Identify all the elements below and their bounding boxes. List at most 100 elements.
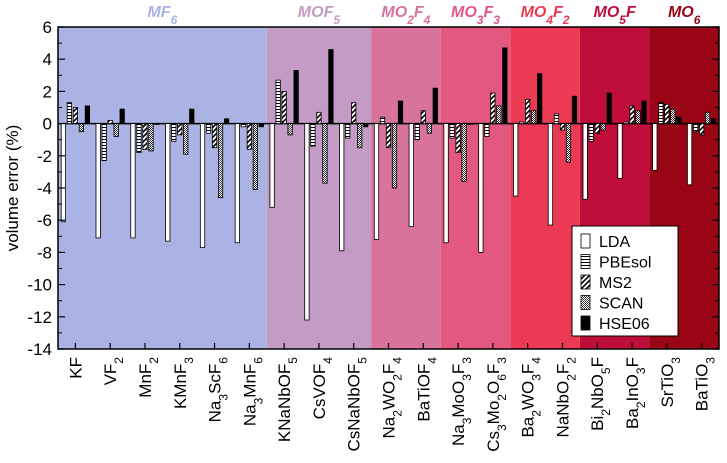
x-category-label: SrTiO3 <box>658 357 683 408</box>
bar-hse06-srtio3 <box>676 116 682 125</box>
bar-ms2-bi2nbo5f <box>594 123 600 134</box>
bar-scan-ba2ino3f <box>635 110 641 125</box>
group-band-4 <box>510 27 580 349</box>
bar-pbesol-knanbof5 <box>275 79 281 124</box>
group-label-6: MO6 <box>668 4 701 27</box>
x-category-label: Na3ScF6 <box>206 357 231 423</box>
bar-pbesol-csvof4 <box>310 123 316 147</box>
legend-label-pbesol: PBEsol <box>599 255 651 272</box>
bar-hse06-na3scf6 <box>223 118 230 124</box>
bar-hse06-bi2nbo5f <box>606 92 612 125</box>
group-band-3 <box>440 27 511 349</box>
legend-swatch-pbesol <box>580 254 591 269</box>
bar-ms2-nanbo2f2 <box>559 123 566 131</box>
legend-swatch-ms2 <box>580 274 591 290</box>
group-label-4: MO4F2 <box>521 4 570 27</box>
x-category-label: VF2 <box>101 357 126 386</box>
bar-scan-kf <box>78 123 84 133</box>
bar-hse06-ba2wo3f4 <box>537 73 543 125</box>
group-label-1: MOF5 <box>298 4 341 27</box>
bar-hse06-knanbof5 <box>293 70 299 125</box>
x-category-label: Na2WO2F4 <box>380 357 405 439</box>
group-label-3: MO3F3 <box>451 4 500 27</box>
group-label-2: MO2F4 <box>381 4 430 27</box>
bar-scan-vf2 <box>113 123 119 137</box>
bar-pbesol-na3scf6 <box>205 123 212 134</box>
bar-scan-cs3mo2o6f3 <box>496 105 502 124</box>
bar-pbesol-srtio3 <box>658 102 664 124</box>
bar-lda-srtio3 <box>652 123 658 171</box>
bar-lda-csvof4 <box>304 123 310 321</box>
bar-lda-kmnf3 <box>165 123 171 242</box>
group-band-2 <box>371 27 441 349</box>
bar-ms2-kf <box>72 107 78 125</box>
x-category-label: Bi2NbO5F <box>588 357 613 431</box>
x-category-label: Na3MoO3F3 <box>449 357 474 446</box>
x-category-label: Ba2InO3F <box>623 357 648 429</box>
bar-ms2-na3moo3f3 <box>455 123 461 153</box>
bar-ms2-mnf2 <box>142 123 148 150</box>
group-label-0: MF6 <box>147 4 177 27</box>
bar-hse06-mnf2 <box>154 123 160 125</box>
x-category-label: Ba2WO3F4 <box>519 357 544 438</box>
y-tick-label: 0 <box>43 115 52 134</box>
bar-scan-csnanbof5 <box>357 123 363 149</box>
bar-hse06-na3moo3f3 <box>467 123 473 125</box>
bar-lda-csnanbof5 <box>339 123 345 252</box>
bar-hse06-batio3 <box>711 118 717 124</box>
bar-pbesol-vf2 <box>101 123 107 162</box>
bar-hse06-cs3mo2o6f3 <box>502 47 508 124</box>
bar-hse06-csnanbof5 <box>363 123 369 128</box>
bar-ms2-knanbof5 <box>281 91 287 125</box>
bar-ms2-kmnf3 <box>177 123 183 136</box>
y-tick-label: -12 <box>27 308 52 327</box>
bar-pbesol-ba2wo3f4 <box>519 121 525 124</box>
bar-scan-na3mnf6 <box>252 123 258 191</box>
bar-ms2-na3scf6 <box>211 123 218 149</box>
bar-ms2-na3mnf6 <box>246 123 252 150</box>
y-tick-label: -4 <box>37 179 52 198</box>
bar-ms2-csvof4 <box>316 111 322 125</box>
bar-scan-bi2nbo5f <box>600 123 606 131</box>
y-tick-label: 4 <box>43 50 52 69</box>
group-band-1 <box>266 27 372 349</box>
bar-pbesol-na3moo3f3 <box>449 123 455 139</box>
bar-scan-na3moo3f3 <box>461 123 467 182</box>
legend-swatch-hse06 <box>580 315 591 331</box>
bar-scan-batio3 <box>705 111 711 125</box>
bar-pbesol-batio3 <box>693 123 699 133</box>
bar-ms2-batiof4 <box>420 110 426 125</box>
y-axis-title: volume error (%) <box>3 125 22 252</box>
bar-pbesol-na2wo2f4 <box>379 116 386 125</box>
y-tick-label: -10 <box>27 276 52 295</box>
x-category-label: KF <box>66 357 85 379</box>
bar-scan-knanbof5 <box>287 123 293 136</box>
x-category-label: MnF2 <box>136 357 161 398</box>
bar-scan-na3scf6 <box>217 123 224 199</box>
bar-pbesol-na3mnf6 <box>240 123 246 128</box>
x-category-label: KNaNbOF5 <box>275 357 300 442</box>
bar-lda-ba2ino3f <box>617 123 623 179</box>
bar-ms2-ba2wo3f4 <box>525 99 531 124</box>
bar-pbesol-kf <box>66 102 72 124</box>
bar-scan-batiof4 <box>426 123 432 134</box>
bar-hse06-kf <box>84 105 90 124</box>
legend-label-lda: LDA <box>599 234 630 251</box>
y-tick-label: -8 <box>37 243 52 262</box>
bar-pbesol-ba2ino3f <box>623 121 629 124</box>
bar-pbesol-mnf2 <box>136 123 142 153</box>
x-category-label: CsNaNbOF5 <box>345 357 370 452</box>
bar-ms2-cs3mo2o6f3 <box>490 92 496 125</box>
y-tick-label: -2 <box>37 147 52 166</box>
x-category-label: BaTiOF4 <box>414 357 439 422</box>
bar-lda-bi2nbo5f <box>582 123 588 200</box>
bar-lda-na3mnf6 <box>234 123 240 244</box>
bar-hse06-csvof4 <box>328 49 334 124</box>
bar-lda-ba2wo3f4 <box>513 123 519 197</box>
bar-lda-kf <box>60 123 66 223</box>
bar-hse06-vf2 <box>119 108 125 125</box>
group-band-0 <box>58 27 267 349</box>
bar-lda-nanbo2f2 <box>547 123 554 226</box>
bar-lda-vf2 <box>95 123 101 239</box>
bar-pbesol-cs3mo2o6f3 <box>484 123 490 137</box>
